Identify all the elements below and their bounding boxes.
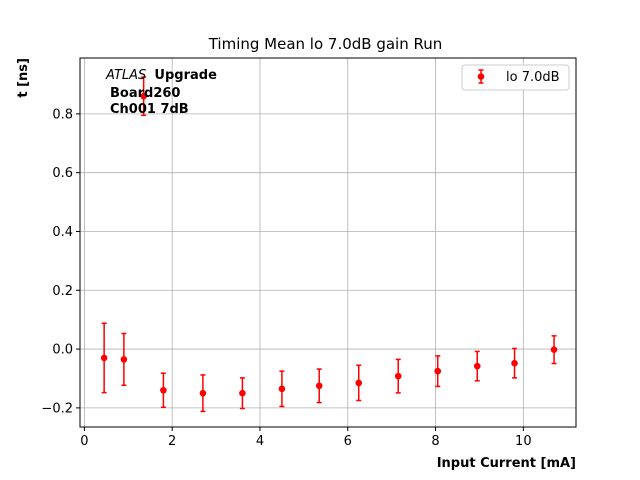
data-point: [140, 92, 147, 100]
data-point: [100, 354, 108, 362]
x-tick-label: 8: [431, 434, 439, 449]
data-point: [315, 382, 323, 390]
y-tick-label: 0.4: [52, 225, 73, 240]
atlas-text: ATLAS: [105, 68, 146, 83]
data-point: [199, 389, 207, 397]
data-point: [434, 367, 442, 375]
legend: lo 7.0dB: [461, 64, 570, 91]
legend-box: [461, 64, 570, 91]
data-points: [100, 76, 558, 413]
legend-label: lo 7.0dB: [506, 70, 560, 85]
data-point: [160, 386, 167, 394]
atlas-label: ATLAS Upgrade: [105, 68, 217, 83]
channel-label: Ch001 7dB: [110, 102, 189, 117]
data-point: [473, 362, 481, 370]
y-tick-label: 0.0: [52, 343, 73, 358]
data-point: [394, 372, 402, 380]
legend-marker: [477, 73, 485, 80]
x-tick-label: 2: [168, 434, 176, 449]
data-point: [239, 389, 246, 397]
plot-frame: [79, 57, 577, 428]
data-point: [355, 379, 363, 387]
board-label: Board260: [110, 86, 180, 101]
y-tick-label: −0.2: [41, 401, 73, 416]
data-point: [120, 356, 128, 363]
chart-title: Timing Mean lo 7.0dB gain Run: [208, 35, 443, 53]
x-axis-label: Input Current [mA]: [437, 456, 576, 471]
data-point: [511, 359, 518, 367]
y-tick-label: 0.2: [52, 284, 73, 299]
data-point: [278, 385, 286, 393]
x-tick-label: 10: [515, 434, 532, 449]
y-tick-label: 0.8: [52, 107, 73, 122]
x-tick-label: 6: [344, 434, 352, 449]
upgrade-text: Upgrade: [154, 68, 217, 83]
x-tick-label: 4: [256, 434, 264, 449]
data-point: [550, 346, 558, 353]
y-axis-label: t [ns]: [16, 58, 31, 98]
axis-ticks: 0 2 4 6 8 10 −0.2 0.0 0.2 0.4 0.6 0.8: [41, 107, 531, 449]
x-tick-label: 0: [80, 434, 88, 449]
y-tick-label: 0.6: [52, 166, 73, 181]
